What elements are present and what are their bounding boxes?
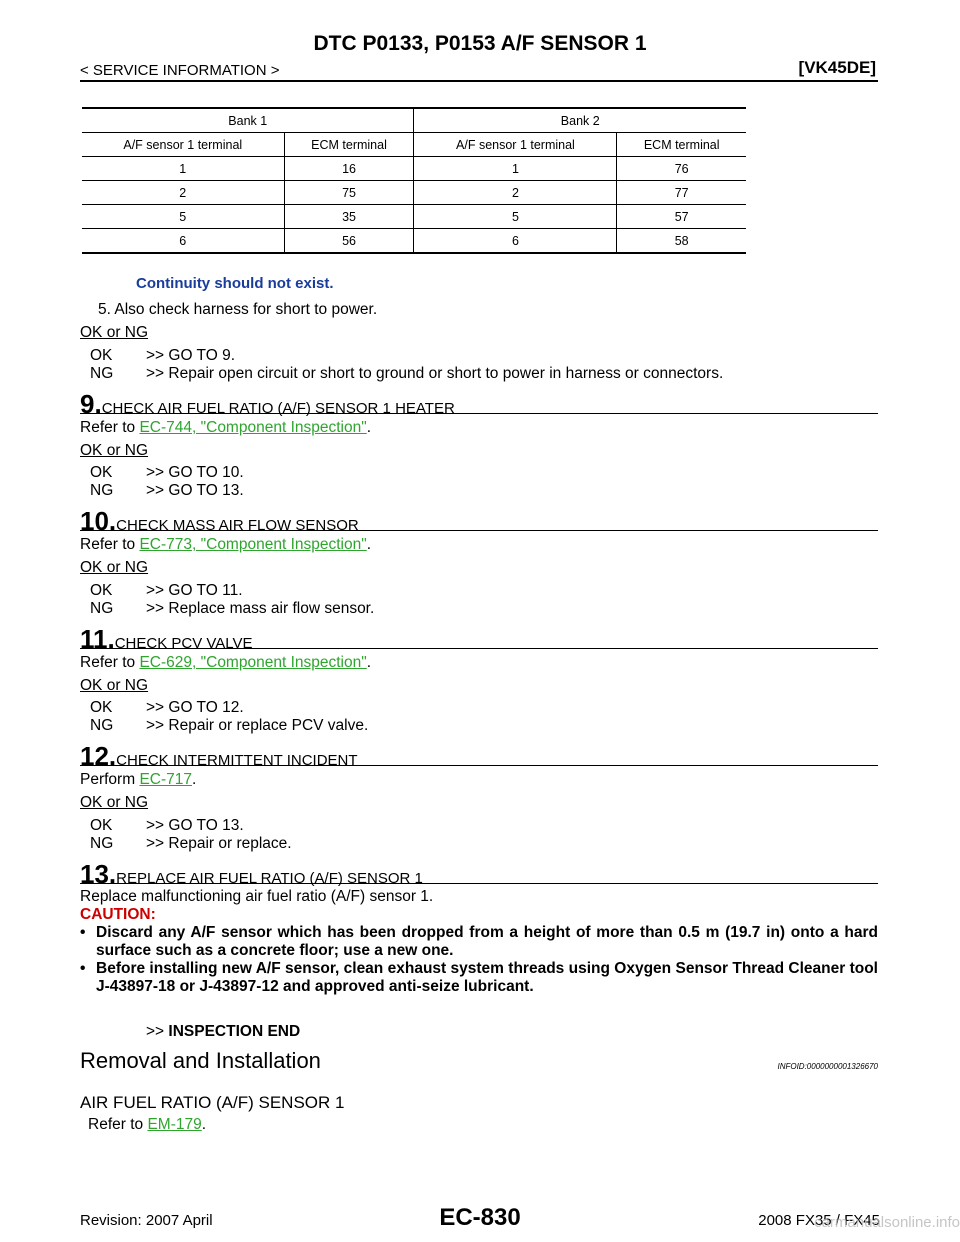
continuity-note: Continuity should not exist. [136, 275, 334, 292]
table-row: 2 75 2 77 [82, 180, 746, 205]
table-cell: 1 [82, 156, 285, 181]
reference-link[interactable]: EC-744, "Component Inspection" [139, 419, 367, 436]
step-instruction: Replace malfunctioning air fuel ratio (A… [80, 888, 434, 905]
bullet-icon: • [80, 960, 86, 977]
table-cell: 6 [413, 228, 617, 254]
table-cell: 5 [82, 204, 285, 229]
column-header: A/F sensor 1 terminal [413, 132, 617, 157]
step-number: 13. [80, 859, 117, 889]
ok-or-ng-label: OK or NG [80, 559, 149, 576]
bank1-header: Bank 1 [82, 107, 414, 133]
page-number: EC-830 [439, 1204, 521, 1231]
step-title: REPLACE AIR FUEL RATIO (A/F) SENSOR 1 [116, 870, 423, 887]
result-ok: OK >> GO TO 11. [90, 582, 243, 599]
step-heading: 11.CHECK PCV VALVE [80, 624, 878, 654]
step-reference: Refer to EC-744, "Component Inspection". [80, 419, 372, 436]
step-5-instruction: 5. Also check harness for short to power… [98, 301, 378, 318]
header-divider [80, 80, 878, 82]
step-title: CHECK AIR FUEL RATIO (A/F) SENSOR 1 HEAT… [101, 400, 455, 417]
result-ng: NG >> GO TO 13. [90, 482, 244, 499]
result-ng: NG >> Repair or replace. [90, 835, 292, 852]
table-cell: 58 [616, 228, 746, 254]
table-cell: 1 [413, 156, 617, 181]
table-cell: 5 [413, 204, 617, 229]
ok-or-ng-label: OK or NG [80, 794, 149, 811]
page-title: DTC P0133, P0153 A/F SENSOR 1 [313, 32, 647, 55]
step-reference: Refer to EC-773, "Component Inspection". [80, 536, 372, 553]
step-reference: Perform EC-717. [80, 771, 197, 788]
info-id: INFOID:0000000001326670 [777, 1062, 878, 1071]
table-row: 6 56 6 58 [82, 228, 746, 254]
inspection-end: >> INSPECTION END [146, 1023, 301, 1040]
revision-date: Revision: 2007 April [80, 1212, 213, 1229]
table-cell: 75 [283, 180, 414, 205]
table-cell: 56 [283, 228, 414, 254]
caution-item: • Discard any A/F sensor which has been … [80, 924, 878, 959]
step-heading: 13.REPLACE AIR FUEL RATIO (A/F) SENSOR 1 [80, 859, 878, 889]
result-ng: NG >> Repair open circuit or short to gro… [90, 365, 724, 382]
step-title: CHECK MASS AIR FLOW SENSOR [116, 517, 359, 534]
table-cell: 57 [616, 204, 746, 229]
step-heading: 9.CHECK AIR FUEL RATIO (A/F) SENSOR 1 HE… [80, 389, 878, 419]
step-title: CHECK PCV VALVE [114, 635, 253, 652]
step-heading: 10.CHECK MASS AIR FLOW SENSOR [80, 506, 878, 536]
column-header: ECM terminal [283, 132, 414, 157]
step-number: 9. [80, 389, 102, 419]
ok-or-ng-label: OK or NG [80, 324, 149, 341]
result-ok: OK >> GO TO 10. [90, 464, 244, 481]
result-ng: NG >> Repair or replace PCV valve. [90, 717, 369, 734]
section-heading: Removal and Installation [80, 1048, 321, 1073]
table-cell: 76 [616, 156, 746, 181]
bank2-header: Bank 2 [413, 107, 746, 133]
table-cell: 2 [82, 180, 285, 205]
column-header: A/F sensor 1 terminal [82, 132, 285, 157]
column-header: ECM terminal [616, 132, 746, 157]
result-ok: OK >> GO TO 9. [90, 347, 236, 364]
step-reference: Refer to EC-629, "Component Inspection". [80, 654, 372, 671]
table-cell: 16 [283, 156, 414, 181]
removal-reference: Refer to EM-179. [88, 1116, 207, 1133]
result-ok: OK >> GO TO 13. [90, 817, 244, 834]
table-cell: 2 [413, 180, 617, 205]
reference-link[interactable]: EC-629, "Component Inspection" [139, 654, 367, 671]
ok-or-ng-label: OK or NG [80, 442, 149, 459]
step-title: CHECK INTERMITTENT INCIDENT [116, 752, 358, 769]
table-row: 5 35 5 57 [82, 204, 746, 229]
reference-link[interactable]: EC-717 [139, 771, 192, 788]
watermark: carmanualsonline.info [814, 1214, 960, 1231]
engine-model: [VK45DE] [798, 58, 876, 77]
ok-or-ng-label: OK or NG [80, 677, 149, 694]
result-ok: OK >> GO TO 12. [90, 699, 244, 716]
subsection-heading: AIR FUEL RATIO (A/F) SENSOR 1 [80, 1093, 345, 1112]
step-number: 12. [80, 741, 117, 771]
vehicle-model: 2008 FX35 / FX45 [758, 1212, 880, 1229]
result-ng: NG >> Replace mass air flow sensor. [90, 600, 375, 617]
caution-label: CAUTION: [80, 906, 156, 923]
table-cell: 35 [283, 204, 414, 229]
terminal-table: Bank 1 Bank 2 A/F sensor 1 terminal ECM … [82, 107, 746, 254]
table-cell: 77 [616, 180, 746, 205]
step-number: 11. [80, 624, 115, 654]
caution-item: • Before installing new A/F sensor, clea… [80, 960, 878, 995]
table-row: 1 16 1 76 [82, 156, 746, 181]
step-number: 10. [80, 506, 117, 536]
table-cell: 6 [82, 228, 285, 254]
bullet-icon: • [80, 924, 86, 941]
step-heading: 12.CHECK INTERMITTENT INCIDENT [80, 741, 878, 771]
reference-link[interactable]: EC-773, "Component Inspection" [139, 536, 367, 553]
reference-link[interactable]: EM-179 [147, 1116, 202, 1133]
section-label: < SERVICE INFORMATION > [80, 62, 280, 79]
